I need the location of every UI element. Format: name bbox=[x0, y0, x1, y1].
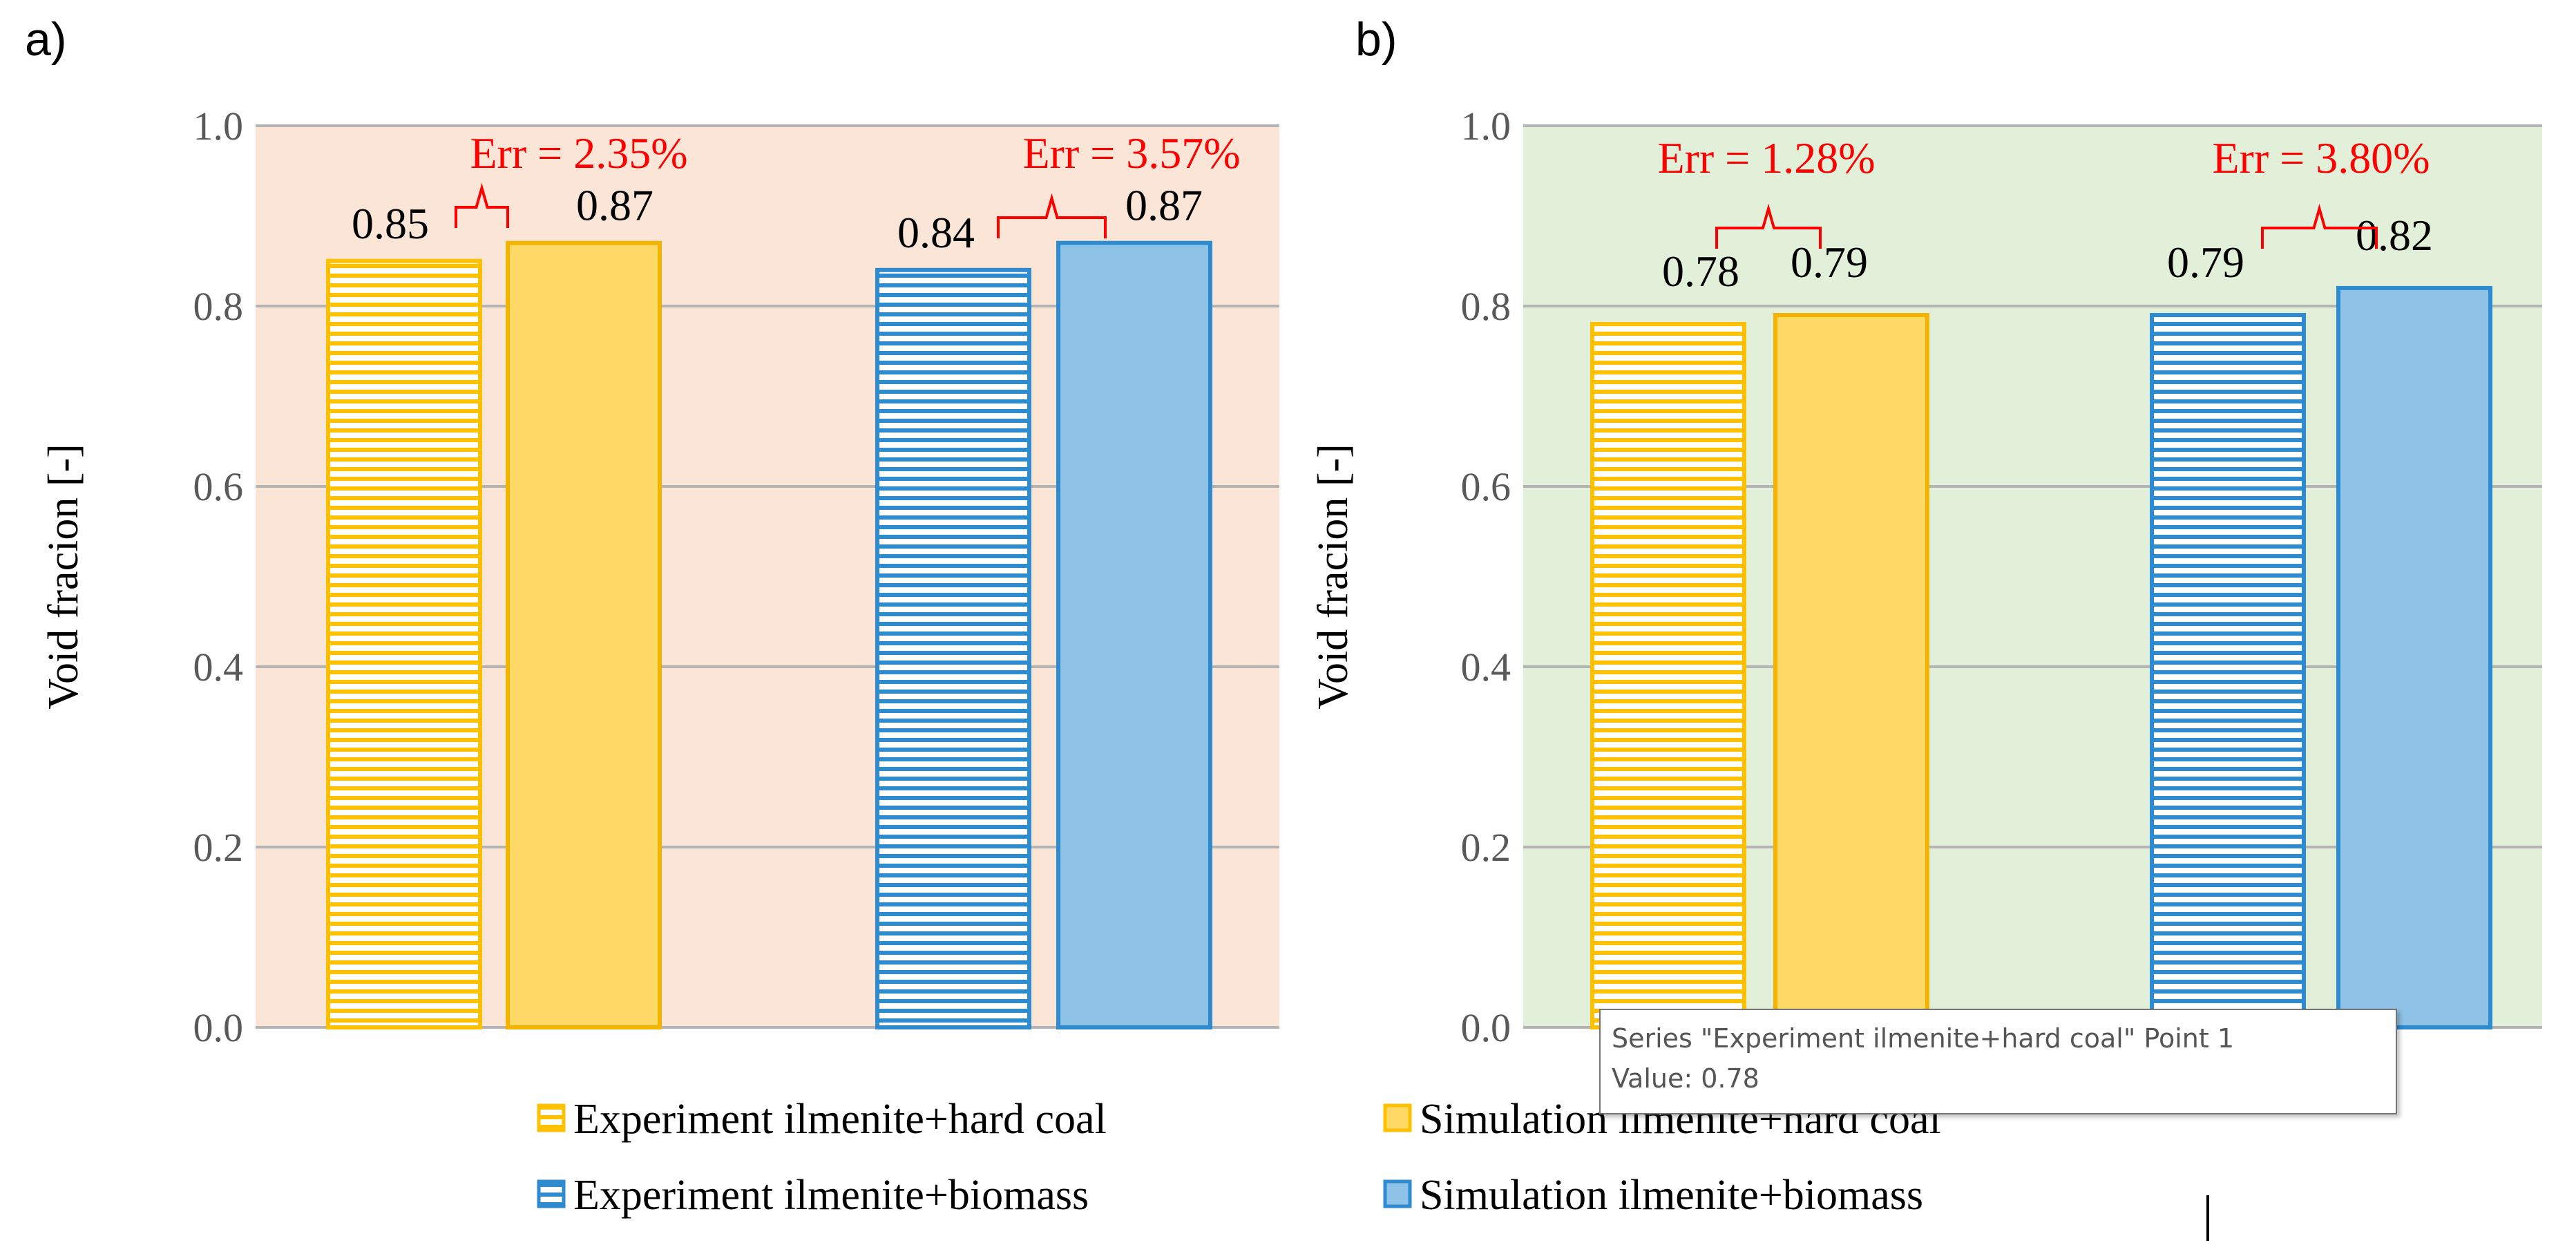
bar-value-label: 0.79 bbox=[2167, 238, 2244, 287]
y-tick-label: 0.0 bbox=[193, 1005, 244, 1050]
bar-value-label: 0.87 bbox=[576, 181, 653, 230]
error-bracket bbox=[997, 193, 1107, 238]
y-tick-label: 1.0 bbox=[193, 104, 244, 149]
y-tick-label: 0.4 bbox=[1461, 645, 1511, 690]
bar-value-label: 0.79 bbox=[1791, 238, 1868, 287]
bar bbox=[875, 267, 1031, 1029]
y-tick-label: 0.4 bbox=[193, 645, 244, 690]
error-label: Err = 3.80% bbox=[2212, 133, 2430, 182]
y-axis-label: Void fracion [-] bbox=[1310, 444, 1357, 710]
bar-value-label: 0.85 bbox=[352, 199, 429, 248]
tooltip-series-line: Series "Experiment ilmenite+hard coal" P… bbox=[1612, 1023, 2234, 1054]
bar-value-label: 0.84 bbox=[897, 208, 975, 257]
y-tick-label: 0.2 bbox=[1461, 825, 1511, 870]
legend-swatch bbox=[1383, 1103, 1412, 1132]
y-axis-label: Void fracion [-] bbox=[40, 444, 87, 710]
bar bbox=[1590, 322, 1746, 1030]
error-label: Err = 2.35% bbox=[470, 129, 687, 178]
legend-item: Experiment ilmenite+hard coal bbox=[537, 1096, 1107, 1143]
y-tick-label: 0.2 bbox=[193, 825, 244, 870]
y-tick-label: 0.8 bbox=[1461, 284, 1511, 329]
bar bbox=[1773, 313, 1929, 1029]
legend-label: Simulation ilmenite+biomass bbox=[1420, 1172, 1923, 1219]
error-bracket bbox=[455, 182, 509, 228]
bar bbox=[2150, 313, 2306, 1029]
legend-swatch bbox=[537, 1179, 566, 1208]
legend-swatch bbox=[537, 1103, 566, 1132]
legend-item: Experiment ilmenite+biomass bbox=[537, 1172, 1089, 1219]
bar-value-label: 0.78 bbox=[1662, 247, 1739, 296]
tooltip-value-line: Value: 0.78 bbox=[1612, 1063, 1759, 1094]
panel-label: a) bbox=[25, 13, 66, 66]
error-bracket bbox=[2261, 203, 2378, 249]
y-tick-label: 1.0 bbox=[1461, 104, 1511, 149]
bar-value-label: 0.87 bbox=[1125, 181, 1203, 230]
panel-b: b) 0.0 0.2 0.4 0.6 0.8 1.0 Void fracion [-] 0.78… bbox=[1310, 13, 2542, 1050]
bar bbox=[326, 258, 482, 1029]
bar bbox=[506, 240, 662, 1029]
panel-label: b) bbox=[1355, 13, 1397, 66]
y-tick-label: 0.8 bbox=[193, 284, 244, 329]
error-label: Err = 1.28% bbox=[1657, 133, 1875, 182]
chart-tooltip: Series "Experiment ilmenite+hard coal" P… bbox=[1599, 1009, 2397, 1114]
bar-value-label: 0.82 bbox=[2356, 211, 2433, 260]
panel-a: a) 0.0 0.2 0.4 0.6 0.8 1.0 Void fracion [-] 0.85… bbox=[25, 13, 1279, 1050]
legend-label: Experiment ilmenite+hard coal bbox=[573, 1096, 1107, 1143]
legend-label: Experiment ilmenite+biomass bbox=[573, 1172, 1089, 1219]
y-tick-label: 0.6 bbox=[193, 464, 244, 509]
y-tick-label: 0.6 bbox=[1461, 464, 1511, 509]
bar bbox=[1056, 240, 1212, 1029]
legend-swatch bbox=[1383, 1179, 1412, 1208]
y-tick-label: 0.0 bbox=[1461, 1005, 1511, 1050]
error-bracket bbox=[1715, 203, 1822, 249]
legend-item: Simulation ilmenite+biomass bbox=[1383, 1172, 1923, 1219]
error-label: Err = 3.57% bbox=[1022, 129, 1240, 178]
bar bbox=[2336, 285, 2492, 1029]
